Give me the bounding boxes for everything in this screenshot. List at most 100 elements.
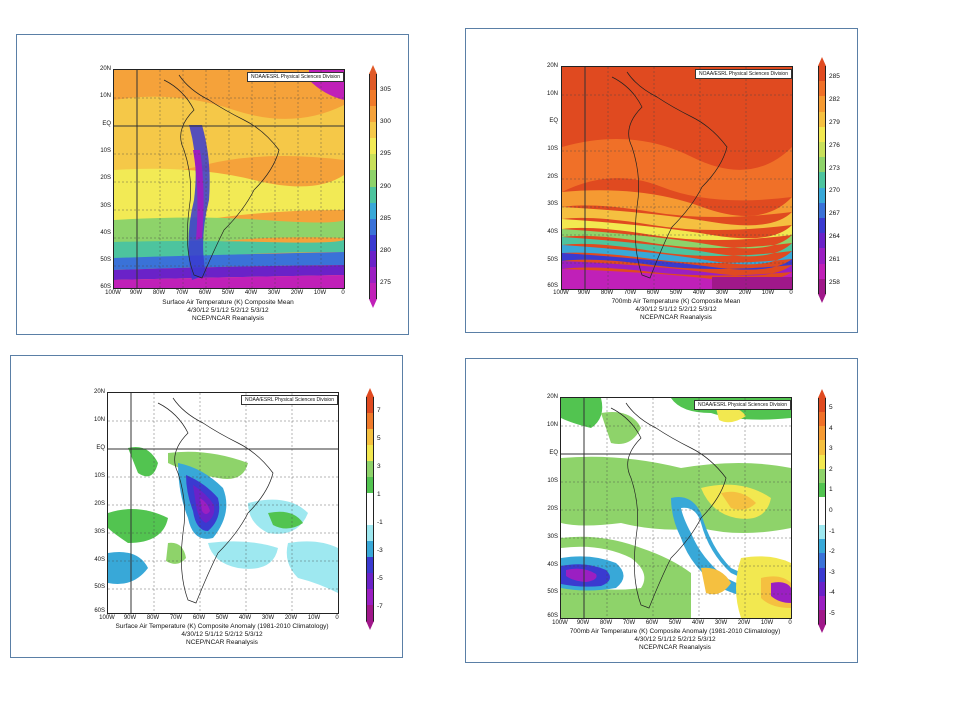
lat-label: 20S [100, 175, 111, 181]
colorbar-segment [818, 609, 826, 625]
colorbar-arrow-bottom [818, 294, 826, 303]
colorbar-tick-label: 264 [829, 233, 840, 240]
lon-label: 10W [313, 290, 327, 296]
colorbar-tick-label: 279 [829, 119, 840, 126]
caption-source: NCEP/NCAR Reanalysis [640, 314, 712, 321]
colorbar-segment [818, 142, 826, 158]
colorbar-segment [818, 511, 826, 526]
panel-surface-temp-mean: NOAA/ESRL Physical Sciences Division 20N… [16, 34, 409, 335]
lat-label: 10S [100, 148, 111, 154]
panel-700mb-temp-mean: NOAA/ESRL Physical Sciences Division 20N… [465, 28, 858, 333]
lat-label: 10N [99, 93, 111, 99]
colorbar-tick-label: 282 [829, 96, 840, 104]
lon-label: 100W [553, 290, 569, 296]
colorbar-segment [369, 170, 377, 187]
lon-label: 20W [738, 290, 752, 296]
lat-label: 20N [546, 394, 558, 400]
lon-label: 0 [788, 620, 792, 626]
lat-label: 50S [100, 257, 111, 263]
caption-title: 700mb Air Temperature (K) Composite Mean [611, 298, 741, 305]
credit-label: NOAA/ESRL Physical Sciences Division [693, 400, 791, 410]
map-surface-temp-anomaly: NOAA/ESRL Physical Sciences Division [107, 392, 339, 614]
map-700mb-temp-mean: NOAA/ESRL Physical Sciences Division [561, 66, 793, 290]
lat-label: EQ [102, 121, 111, 127]
colorbar-tick-label: 290 [380, 182, 391, 190]
lon-label: 90W [123, 615, 137, 621]
colorbar: 285 282 279 276 273 270 267 264 261 258 [818, 57, 840, 303]
lon-label: 40W [692, 290, 706, 296]
caption-title: Surface Air Temperature (K) Composite An… [115, 623, 329, 630]
colorbar-segment [818, 111, 826, 128]
colorbar-segment [818, 126, 826, 143]
colorbar-segment [369, 266, 377, 284]
lon-label: 30W [267, 290, 281, 296]
credit-label: NOAA/ESRL Physical Sciences Division [246, 72, 344, 82]
caption-dates: 4/30/12 5/1/12 5/2/12 5/3/12 [181, 631, 263, 638]
lon-label: 100W [105, 290, 121, 296]
map-surface-temp-mean: NOAA/ESRL Physical Sciences Division [113, 69, 345, 289]
colorbar-tick-label: 4 [829, 424, 833, 432]
lon-label: 30W [261, 615, 275, 621]
colorbar-segment [366, 541, 374, 558]
colorbar-segment [369, 202, 377, 220]
colorbar-segment [818, 581, 826, 597]
colorbar-segment [818, 278, 826, 295]
lat-label: 20N [546, 63, 558, 69]
lat-label: 20N [93, 389, 105, 395]
caption-dates: 4/30/12 5/1/12 5/2/12 5/3/12 [187, 307, 269, 314]
lat-label: EQ [96, 445, 105, 451]
colorbar-segment [818, 496, 826, 512]
colorbar-tick-label: 295 [380, 150, 391, 158]
caption: 700mb Air Temperature (K) Composite Mean… [561, 298, 791, 322]
colorbar-segment [818, 426, 826, 441]
colorbar-arrow-top [366, 388, 374, 397]
lon-label: 90W [577, 290, 591, 296]
lon-label: 60W [645, 620, 659, 626]
colorbar-arrow-bottom [366, 621, 374, 630]
caption-title: 700mb Air Temperature (K) Composite Anom… [569, 628, 781, 635]
caption: Surface Air Temperature (K) Composite An… [87, 623, 357, 647]
colorbar-tick-label: 7 [377, 407, 381, 414]
colorbar-tick-label: 305 [380, 86, 391, 94]
colorbar-arrow-top [369, 65, 377, 74]
colorbar-segment [366, 509, 374, 526]
colorbar-segment [366, 461, 374, 478]
lon-label: 20W [284, 615, 298, 621]
credit-label: NOAA/ESRL Physical Sciences Division [694, 69, 792, 79]
lat-label: 10S [94, 473, 105, 479]
colorbar-segment [369, 90, 377, 107]
lat-label: 60S [547, 283, 558, 289]
colorbar-segment [818, 66, 826, 82]
colorbar: 7 5 3 1 -1 -3 -5 -7 [366, 388, 383, 630]
panel-700mb-temp-anomaly: NOAA/ESRL Physical Sciences Division 20N… [465, 358, 858, 663]
colorbar-segment [818, 553, 826, 568]
lat-label: 40S [100, 230, 111, 236]
colorbar-segment [366, 557, 374, 574]
field-700mb-temp-anomaly [561, 398, 791, 618]
colorbar-tick-label: 5 [377, 435, 381, 442]
panel-surface-temp-anomaly: NOAA/ESRL Physical Sciences Division 20N… [10, 355, 403, 658]
colorbar: 305 300 295 290 285 280 275 [369, 65, 391, 308]
lat-label: 30S [547, 534, 558, 540]
colorbar-tick-label: 2 [829, 465, 833, 473]
colorbar-segment [366, 525, 374, 542]
colorbar-arrow-top [818, 57, 826, 66]
lon-label: 100W [99, 615, 115, 621]
colorbar-segment [818, 81, 826, 97]
lon-label: 50W [669, 290, 683, 296]
colorbar-segment [366, 477, 374, 494]
lon-label: 60W [646, 290, 660, 296]
credit-label: NOAA/ESRL Physical Sciences Division [240, 395, 338, 405]
lon-label: 50W [215, 615, 229, 621]
caption: Surface Air Temperature (K) Composite Me… [113, 299, 343, 323]
lon-label: 70W [622, 620, 636, 626]
lat-label: 20S [547, 506, 558, 512]
colorbar-segment [369, 122, 377, 139]
colorbar-segment [369, 74, 377, 91]
colorbar-tick-label: 273 [829, 164, 840, 172]
colorbar-tick-label: -3 [829, 568, 835, 576]
colorbar-segment [818, 525, 826, 540]
lon-label: 70W [169, 615, 183, 621]
lon-label: 80W [152, 290, 166, 296]
colorbar-segment [369, 218, 377, 236]
